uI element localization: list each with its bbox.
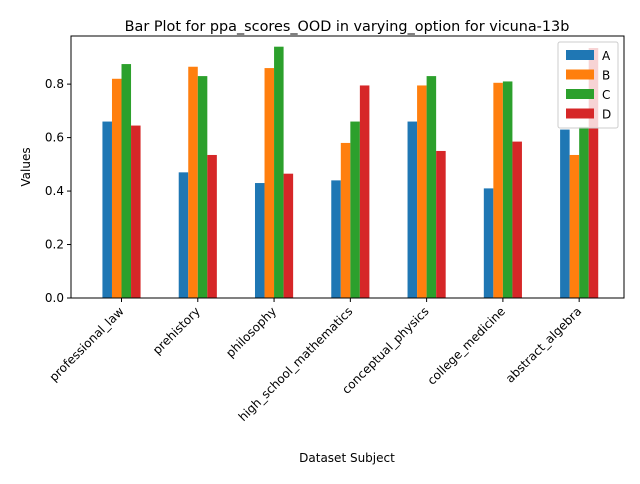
x-axis: professional_law prehistory philosophyhigh… [47, 298, 584, 424]
x-tick-label-philosophy: philosophy [223, 304, 279, 360]
bars-layer [102, 46, 599, 299]
plot-frame [70, 35, 625, 299]
bar-B-college_medicine [493, 82, 503, 298]
bar-A-conceptual_physics [407, 121, 418, 298]
x-tick-label-prehistory: prehistory [150, 304, 203, 357]
bar-D-high_school_mathematics [359, 85, 370, 299]
bar-B-abstract_algebra [569, 154, 580, 298]
x-tick-label-college_medicine: college_medicine [425, 304, 508, 387]
x-tick-label-professional_law: professional_law [47, 304, 127, 384]
bar-B-prehistory [188, 66, 198, 299]
bar-C-college_medicine [502, 81, 513, 298]
bar-D-college_medicine [512, 141, 522, 298]
bar-A-high_school_mathematics [331, 180, 341, 298]
legend-label-D: D [602, 108, 611, 122]
y-tick-label: 0.8 [45, 77, 64, 91]
legend-label-C: C [602, 88, 610, 102]
legend-swatch-B [566, 69, 594, 80]
bar-D-conceptual_physics [436, 150, 446, 298]
bar-B-philosophy [264, 68, 275, 298]
bar-C-conceptual_physics [426, 76, 437, 298]
bar-D-abstract_algebra [588, 48, 599, 298]
chart-title: Bar Plot for ppa_scores_OOD in varying_o… [125, 19, 570, 35]
bar-A-philosophy [254, 183, 265, 298]
legend-swatch-A [566, 50, 594, 60]
bar-D-prehistory [207, 154, 217, 298]
y-tick-label: 0.6 [45, 131, 64, 145]
bar-A-college_medicine [483, 188, 494, 298]
legend-swatch-C [566, 89, 594, 99]
bar-C-philosophy [274, 46, 284, 298]
legend-swatch-D [566, 108, 594, 119]
bar-C-professional_law [121, 64, 132, 298]
bar-D-professional_law [131, 125, 141, 298]
legend-label-B: B [602, 69, 610, 83]
bar-C-high_school_mathematics [350, 121, 360, 298]
y-axis: 0.0 0.2 0.4 0.6 0.8 [45, 77, 71, 305]
bar-A-abstract_algebra [560, 129, 570, 298]
y-tick-label: 0.2 [45, 238, 64, 252]
bar-C-abstract_algebra [579, 126, 589, 299]
x-axis-label: Dataset Subject [299, 451, 395, 465]
x-tick-label-conceptual_physics: conceptual_physics [339, 304, 432, 397]
bar-B-high_school_mathematics [340, 142, 351, 298]
bar-C-prehistory [197, 76, 208, 298]
y-tick-label: 0.4 [45, 184, 64, 198]
legend-label-A: A [602, 49, 611, 63]
bar-B-professional_law [111, 78, 122, 298]
legend-box [557, 41, 619, 129]
y-axis-label: Values [19, 147, 33, 186]
bar-D-philosophy [283, 173, 294, 298]
bar-A-professional_law [102, 121, 112, 298]
x-tick-label-abstract_algebra: abstract_algebra [503, 304, 584, 385]
bar-A-prehistory [178, 172, 189, 298]
y-tick-label: 0.0 [45, 291, 64, 305]
bar-B-conceptual_physics [417, 85, 427, 299]
